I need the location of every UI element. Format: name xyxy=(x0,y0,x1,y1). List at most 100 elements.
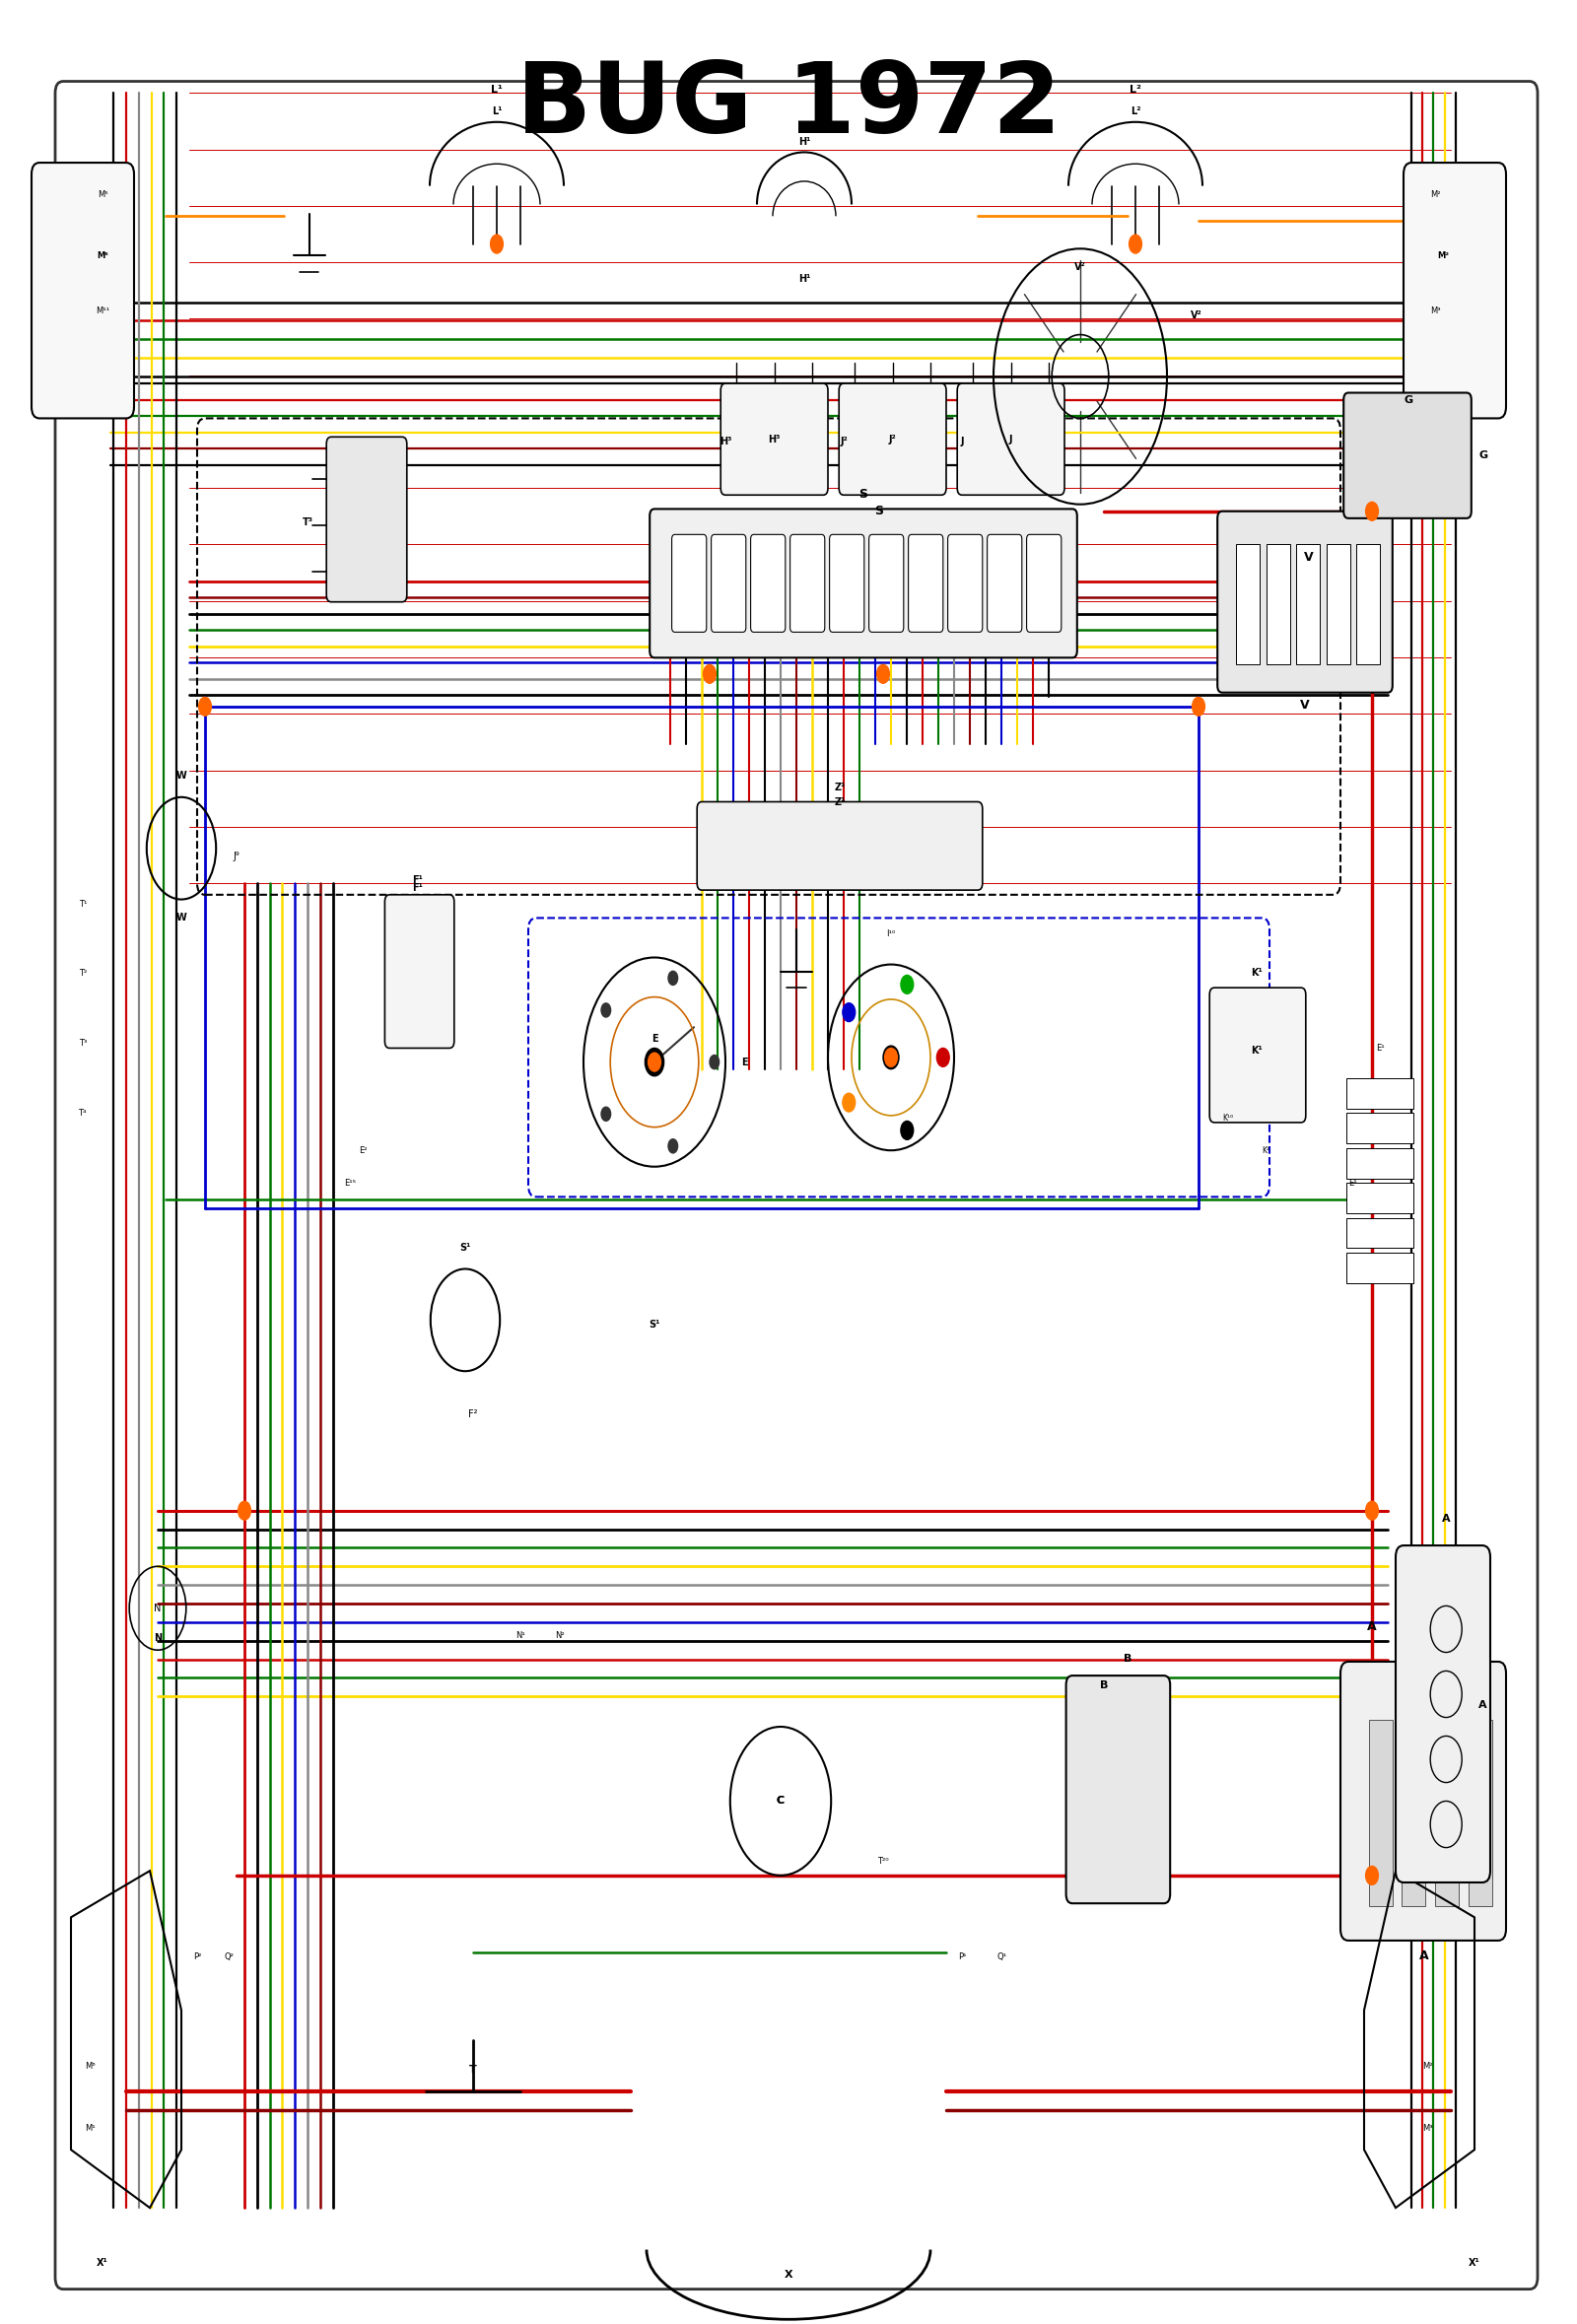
Bar xyxy=(1369,1720,1392,1906)
Text: California
Bills: California Bills xyxy=(929,1362,1342,1659)
Text: V²: V² xyxy=(1074,263,1087,272)
FancyBboxPatch shape xyxy=(697,802,982,890)
Circle shape xyxy=(1366,1866,1378,1885)
Circle shape xyxy=(1192,697,1205,716)
Circle shape xyxy=(877,665,889,683)
FancyBboxPatch shape xyxy=(1266,544,1290,665)
Text: J: J xyxy=(1009,435,1012,444)
Circle shape xyxy=(900,1120,913,1139)
Text: A: A xyxy=(1478,1701,1487,1710)
Circle shape xyxy=(842,1004,855,1023)
Text: S: S xyxy=(874,504,883,518)
Circle shape xyxy=(900,976,913,995)
Text: T: T xyxy=(470,2066,476,2075)
Text: V: V xyxy=(1304,551,1314,565)
Text: W: W xyxy=(177,772,186,781)
Bar xyxy=(1435,1720,1459,1906)
FancyBboxPatch shape xyxy=(1344,393,1471,518)
FancyBboxPatch shape xyxy=(1027,535,1061,632)
Text: Z¹: Z¹ xyxy=(834,783,847,792)
Circle shape xyxy=(669,971,678,985)
FancyBboxPatch shape xyxy=(672,535,706,632)
Circle shape xyxy=(490,235,503,253)
Text: T²⁰: T²⁰ xyxy=(877,1857,889,1866)
FancyBboxPatch shape xyxy=(1347,1148,1413,1178)
Text: California
Bills: California Bills xyxy=(235,665,648,962)
Text: A: A xyxy=(1441,1515,1451,1525)
Text: S¹: S¹ xyxy=(648,1320,661,1329)
FancyBboxPatch shape xyxy=(908,535,943,632)
Text: M²: M² xyxy=(1422,2061,1432,2071)
FancyBboxPatch shape xyxy=(1396,1545,1490,1882)
FancyBboxPatch shape xyxy=(711,535,746,632)
FancyBboxPatch shape xyxy=(55,81,1538,2289)
FancyBboxPatch shape xyxy=(1347,1078,1413,1109)
Text: H³: H³ xyxy=(719,437,732,446)
Text: N: N xyxy=(153,1634,162,1643)
FancyBboxPatch shape xyxy=(1210,988,1306,1122)
FancyBboxPatch shape xyxy=(1236,544,1260,665)
Text: L¹: L¹ xyxy=(492,107,501,116)
Text: W: W xyxy=(177,913,186,923)
Text: I¹⁰: I¹⁰ xyxy=(886,930,896,939)
Text: F²: F² xyxy=(468,1411,478,1420)
Text: E¹: E¹ xyxy=(1375,1043,1385,1053)
Text: E: E xyxy=(651,1034,658,1043)
Circle shape xyxy=(710,1055,719,1069)
Circle shape xyxy=(842,1092,855,1111)
Text: M³: M³ xyxy=(1430,307,1440,316)
Text: F¹: F¹ xyxy=(413,876,423,885)
FancyBboxPatch shape xyxy=(790,535,825,632)
Circle shape xyxy=(199,697,211,716)
Text: E¹⁵: E¹⁵ xyxy=(344,1178,356,1188)
FancyBboxPatch shape xyxy=(1356,544,1380,665)
FancyBboxPatch shape xyxy=(1347,1218,1413,1248)
Text: G: G xyxy=(1404,395,1413,404)
Text: J²: J² xyxy=(841,437,847,446)
Text: M⁶: M⁶ xyxy=(85,2061,95,2071)
Circle shape xyxy=(1129,235,1142,253)
Text: L¹: L¹ xyxy=(490,86,503,95)
FancyBboxPatch shape xyxy=(830,535,864,632)
Text: K¹: K¹ xyxy=(1251,1046,1263,1055)
Circle shape xyxy=(885,1048,897,1067)
FancyBboxPatch shape xyxy=(1296,544,1320,665)
Circle shape xyxy=(883,1046,899,1069)
Circle shape xyxy=(1366,1501,1378,1520)
FancyBboxPatch shape xyxy=(987,535,1022,632)
FancyBboxPatch shape xyxy=(1217,511,1392,693)
FancyBboxPatch shape xyxy=(721,383,828,495)
Text: B: B xyxy=(1123,1655,1132,1664)
Circle shape xyxy=(669,1139,678,1153)
Text: M⁵: M⁵ xyxy=(96,251,109,260)
Text: N²: N² xyxy=(555,1631,565,1641)
Text: E²: E² xyxy=(358,1146,367,1155)
Text: T²: T² xyxy=(79,969,87,978)
Text: C: C xyxy=(776,1796,785,1806)
Text: S¹: S¹ xyxy=(459,1243,472,1253)
Text: P¹: P¹ xyxy=(957,1952,967,1961)
Text: M⁵: M⁵ xyxy=(98,191,107,200)
Text: N¹: N¹ xyxy=(516,1631,525,1641)
FancyBboxPatch shape xyxy=(1347,1113,1413,1143)
Circle shape xyxy=(601,1004,610,1018)
Text: T¹: T¹ xyxy=(79,899,87,909)
Circle shape xyxy=(937,1048,949,1067)
Text: G: G xyxy=(1479,451,1489,460)
Text: M²: M² xyxy=(1430,191,1440,200)
FancyBboxPatch shape xyxy=(957,383,1064,495)
Text: H¹: H¹ xyxy=(798,137,811,146)
FancyBboxPatch shape xyxy=(869,535,904,632)
Text: T⁴: T⁴ xyxy=(79,1109,87,1118)
Circle shape xyxy=(238,1501,251,1520)
Text: J⁹: J⁹ xyxy=(233,853,240,862)
Text: K¹⁰: K¹⁰ xyxy=(1222,1113,1233,1122)
FancyBboxPatch shape xyxy=(839,383,946,495)
Text: A: A xyxy=(1367,1620,1377,1634)
Text: M¹: M¹ xyxy=(85,2124,95,2133)
Circle shape xyxy=(1366,502,1378,521)
Text: L²: L² xyxy=(1131,107,1140,116)
Bar xyxy=(1468,1720,1492,1906)
FancyBboxPatch shape xyxy=(1404,163,1506,418)
Text: C: C xyxy=(776,1796,785,1806)
